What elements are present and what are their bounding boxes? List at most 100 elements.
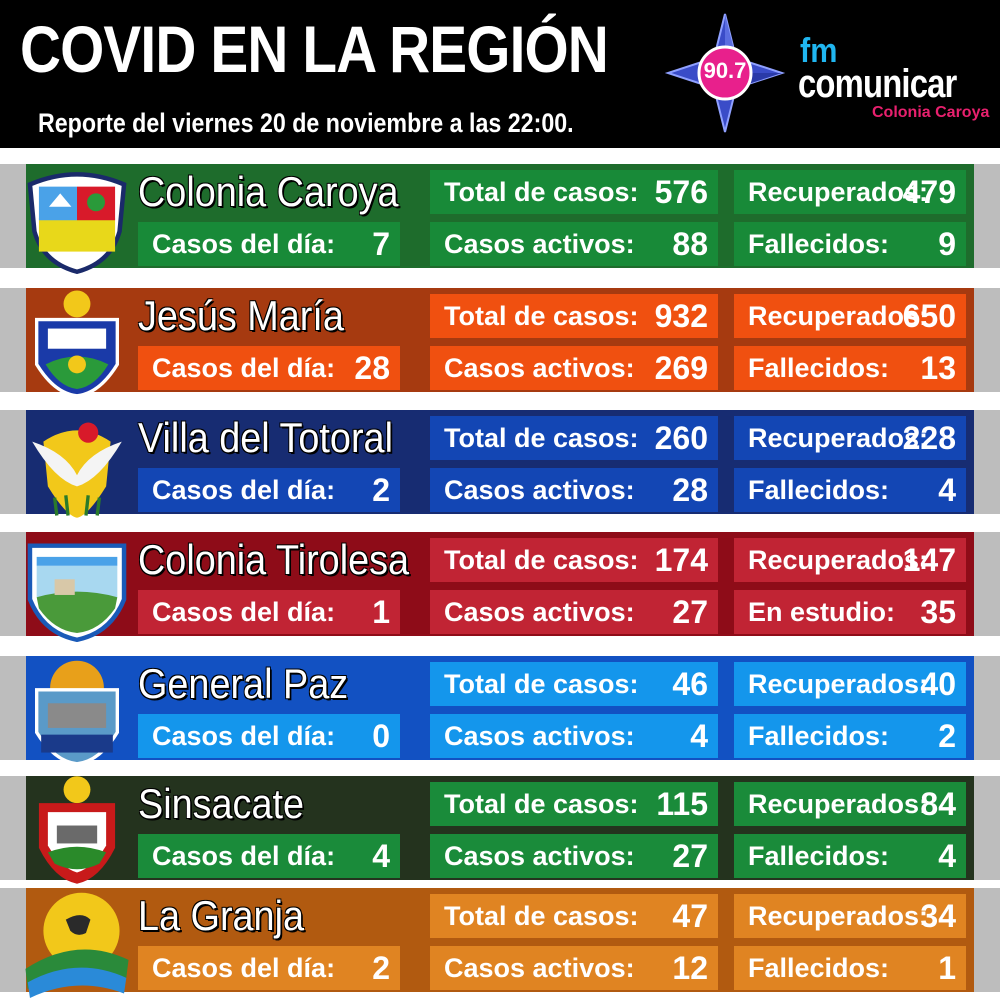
daily-cases-value: 2 [372, 472, 390, 508]
total-cases: Total de casos: 260 [430, 416, 718, 460]
active-cases-label: Casos activos: [444, 597, 635, 627]
town-name: Colonia Caroya [138, 168, 399, 215]
recovered: Recuperados: 84 [734, 782, 966, 826]
daily-cases: Casos del día: 2 [138, 468, 400, 512]
town-crest-icon [18, 162, 136, 275]
active-cases-value: 12 [672, 950, 708, 986]
recovered-value: 84 [920, 786, 956, 822]
recovered: Recuperados: 228 [734, 416, 966, 460]
active-cases-value: 28 [672, 472, 708, 508]
town-crest-icon [18, 530, 136, 643]
recovered-value: 34 [920, 898, 956, 934]
region-row: Colonia Tirolesa Casos del día: 1 Total de … [0, 524, 1000, 643]
town-name: Villa del Totoral [138, 414, 393, 461]
total-cases-value: 932 [654, 298, 708, 334]
region-row: Villa del Totoral Casos del día: 2 Total de… [0, 402, 1000, 518]
daily-cases: Casos del día: 1 [138, 590, 400, 634]
under-study-value: 35 [920, 594, 956, 630]
active-cases: Casos activos: 88 [430, 222, 718, 266]
row-edge-right [974, 656, 1000, 760]
recovered-value: 650 [902, 298, 956, 334]
active-cases-value: 269 [654, 350, 708, 386]
total-cases-value: 260 [654, 420, 708, 456]
total-cases-value: 46 [672, 666, 708, 702]
daily-cases: Casos del día: 0 [138, 714, 400, 758]
recovered-label: Recuperados: [748, 423, 929, 453]
row-edge-left [0, 656, 26, 760]
recovered-label: Recuperados: [748, 901, 929, 931]
active-cases-value: 88 [672, 226, 708, 262]
deaths: Fallecidos: 13 [734, 346, 966, 390]
daily-cases-value: 1 [372, 594, 390, 630]
active-cases-label: Casos activos: [444, 353, 635, 383]
town-crest-icon [18, 408, 136, 520]
row-edge-right [974, 164, 1000, 268]
active-cases-label: Casos activos: [444, 953, 635, 983]
active-cases-label: Casos activos: [444, 721, 635, 751]
recovered: Recuperados: 147 [734, 538, 966, 582]
deaths: Fallecidos: 2 [734, 714, 966, 758]
under-study: En estudio: 35 [734, 590, 966, 634]
recovered: Recuperados: 40 [734, 662, 966, 706]
total-cases: Total de casos: 174 [430, 538, 718, 582]
page-title: COVID EN LA REGIÓN [20, 12, 609, 86]
total-cases: Total de casos: 46 [430, 662, 718, 706]
daily-cases-value: 4 [372, 838, 390, 874]
total-cases: Total de casos: 932 [430, 294, 718, 338]
recovered-label: Recuperados: [748, 669, 929, 699]
deaths-value: 4 [938, 472, 956, 508]
deaths-value: 9 [938, 226, 956, 262]
active-cases-value: 4 [690, 718, 708, 754]
fm-label: fm [800, 32, 838, 70]
town-name: Sinsacate [138, 780, 305, 827]
active-cases: Casos activos: 28 [430, 468, 718, 512]
recovered: Recuperados: 650 [734, 294, 966, 338]
daily-cases-value: 7 [372, 226, 390, 262]
town-name: Jesús María [138, 292, 344, 339]
recovered-label: Recuperados: [748, 301, 929, 331]
daily-cases: Casos del día: 2 [138, 946, 400, 990]
recovered-label: Recuperados: [748, 545, 929, 575]
town-crest-icon [18, 774, 136, 886]
recovered: Recuperados: 34 [734, 894, 966, 938]
daily-cases-value: 0 [372, 718, 390, 754]
total-cases-value: 115 [656, 786, 708, 822]
row-edge-right [974, 888, 1000, 992]
recovered-value: 228 [902, 420, 956, 456]
daily-cases-label: Casos del día: [152, 353, 336, 383]
deaths-label: Fallecidos: [748, 721, 890, 751]
deaths: Fallecidos: 4 [734, 468, 966, 512]
active-cases-value: 27 [672, 838, 708, 874]
row-edge-left [0, 888, 26, 992]
active-cases-value: 27 [672, 594, 708, 630]
deaths-label: Fallecidos: [748, 353, 890, 383]
total-cases-label: Total de casos: [444, 177, 639, 207]
deaths-value: 4 [938, 838, 956, 874]
recovered: Recuperados: 479 [734, 170, 966, 214]
active-cases: Casos activos: 27 [430, 590, 718, 634]
station-city: Colonia Caroya [872, 104, 990, 121]
row-edge-right [974, 532, 1000, 636]
region-row: Sinsacate Casos del día: 4 Total de casos: 1… [0, 768, 1000, 884]
daily-cases-label: Casos del día: [152, 953, 336, 983]
deaths: Fallecidos: 4 [734, 834, 966, 878]
town-name: Colonia Tirolesa [138, 536, 410, 583]
total-cases-label: Total de casos: [444, 301, 639, 331]
row-edge-left [0, 288, 26, 392]
daily-cases-label: Casos del día: [152, 721, 336, 751]
station-name: comunicar [798, 62, 957, 106]
daily-cases: Casos del día: 7 [138, 222, 400, 266]
total-cases: Total de casos: 115 [430, 782, 718, 826]
total-cases-label: Total de casos: [444, 789, 639, 819]
recovered-value: 479 [902, 174, 956, 210]
town-name: La Granja [138, 892, 305, 939]
report-subtitle: Reporte del viernes 20 de noviembre a la… [38, 108, 574, 138]
row-edge-left [0, 532, 26, 636]
under-study-label: En estudio: [748, 597, 895, 627]
region-row: Colonia Caroya Casos del día: 7 Total de ca… [0, 156, 1000, 275]
active-cases-label: Casos activos: [444, 841, 635, 871]
frequency-label: 90.7 [703, 58, 747, 83]
deaths: Fallecidos: 1 [734, 946, 966, 990]
town-name: General Paz [138, 660, 349, 707]
active-cases-label: Casos activos: [444, 229, 635, 259]
